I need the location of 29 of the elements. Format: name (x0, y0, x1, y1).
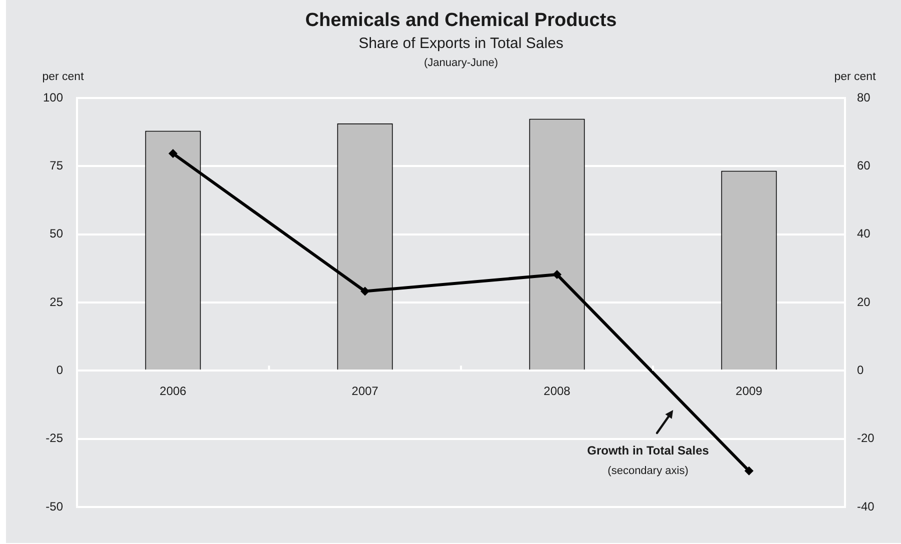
chart-title: Chemicals and Chemical Products (305, 10, 617, 32)
y2-tick-label: 20 (857, 294, 871, 309)
point (744, 466, 754, 476)
x-tick-label: 2007 (352, 384, 379, 398)
y-axis-title: per cent (42, 71, 85, 84)
y-tick-label: 0 (56, 362, 64, 377)
x-tick-label: 2009 (736, 384, 763, 398)
y-tick-label: 50 (50, 226, 64, 241)
point (360, 286, 370, 296)
y2-tick-label: 60 (857, 158, 871, 172)
y2-tick-label: -40 (857, 499, 875, 514)
y2-tick-label: 80 (857, 90, 871, 104)
y-tick-label: -50 (46, 499, 64, 514)
x-tick-label: 2008 (544, 384, 571, 398)
chart-subtitle: Share of Exports in Total Sales (358, 35, 564, 52)
x-tick-label: 2006 (160, 384, 187, 398)
point (552, 270, 562, 280)
y-tick-label: 75 (50, 158, 64, 172)
y-tick-label: 25 (50, 294, 64, 309)
y2-axis-title: per cent (834, 71, 877, 84)
y2-tick-label: 0 (857, 362, 864, 377)
point (168, 149, 178, 158)
y2-tick-label: -20 (857, 431, 875, 446)
y2-tick-label: 40 (857, 226, 871, 241)
y-tick-label: -25 (46, 431, 64, 446)
y-tick-label: 100 (42, 90, 64, 104)
series-label: Growth in Total Sales (587, 443, 710, 458)
text: (January-June) (424, 57, 498, 70)
annotation: (secondary axis) (608, 465, 688, 478)
